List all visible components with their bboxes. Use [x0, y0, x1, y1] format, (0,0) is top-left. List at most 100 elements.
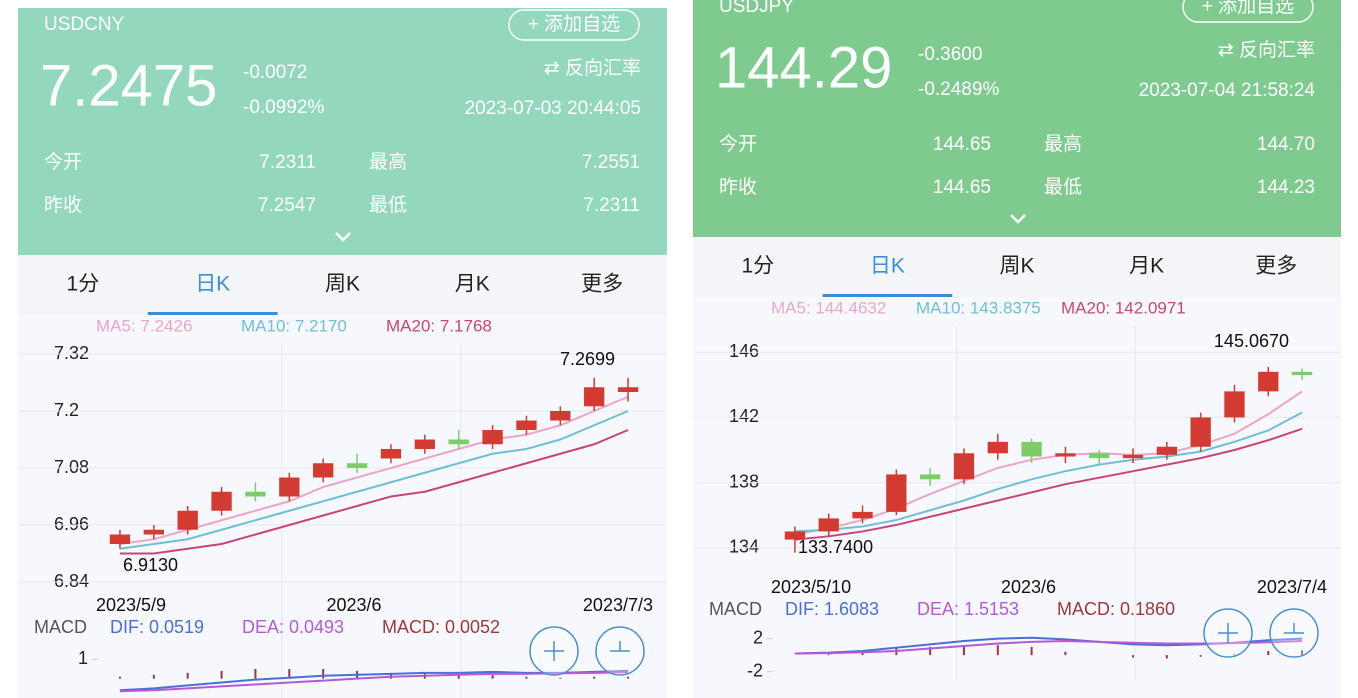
tab[interactable]: 更多	[1255, 255, 1297, 278]
price: 144.29	[715, 35, 892, 100]
candle-body	[380, 449, 402, 459]
y-tick-label: 7.08	[54, 457, 89, 477]
candle-body	[1021, 441, 1042, 457]
tab[interactable]: 月K	[1129, 255, 1164, 278]
candle-body	[953, 453, 975, 480]
stat-value: 7.2311	[259, 152, 316, 173]
candle-body	[109, 534, 131, 544]
tab[interactable]: 周K	[325, 273, 360, 296]
y-tick-label: 146	[729, 341, 759, 361]
panel: USDCNY + 添加自选 7.2475 -0.0072 -0.0992% ⇄ 反向汇率 2…	[18, 8, 667, 698]
zoom-icon[interactable]	[544, 641, 564, 661]
candle-body	[1055, 453, 1076, 457]
x-label: 2023/5/10	[771, 577, 851, 597]
tab-bar	[18, 255, 667, 315]
stat-value: 144.65	[933, 134, 991, 155]
symbol: USDCNY	[44, 14, 125, 35]
macd-legend: DEA: 1.5153	[917, 599, 1019, 619]
ma-line	[119, 410, 629, 550]
macd-legend: DIF: 1.6083	[785, 599, 879, 619]
zoom-icon[interactable]	[610, 641, 630, 652]
macd-tick-label: -2	[747, 660, 763, 680]
stat-value: 144.23	[1257, 177, 1315, 198]
tab-underline	[822, 294, 953, 297]
macd-legend: MACD: 0.1860	[1057, 599, 1175, 619]
stat-label: 最高	[369, 151, 407, 173]
ma-legend: MA5: 7.2426	[96, 316, 192, 335]
candle-body	[818, 518, 839, 532]
candle-body	[448, 439, 469, 445]
candle-body	[346, 463, 368, 468]
x-label: 2023/6	[326, 595, 381, 615]
macd-legend: DEA: 0.0493	[242, 617, 344, 637]
stat-value: 7.2551	[582, 152, 640, 173]
candle-body	[852, 511, 873, 519]
candle-body	[1291, 371, 1313, 376]
ma-line	[119, 429, 629, 555]
tab[interactable]: 1分	[67, 273, 100, 296]
stat-label: 今开	[719, 133, 757, 155]
candle-body	[279, 477, 300, 497]
x-label: 2023/6	[1001, 577, 1056, 597]
timestamp: 2023-07-04 21:58:24	[1139, 80, 1316, 101]
candle-body	[143, 529, 164, 535]
add-button[interactable]: + 添加自选	[528, 13, 620, 35]
macd-tick-label: 2	[753, 627, 763, 647]
candle-body	[550, 411, 571, 421]
candle-body	[1258, 371, 1279, 392]
tab-bar	[693, 237, 1341, 297]
ma-legend: MA5: 144.4632	[771, 298, 886, 317]
y-tick-label: 138	[729, 471, 759, 491]
macd-label: MACD	[709, 599, 762, 619]
stat-value: 7.2547	[258, 195, 316, 216]
price: 7.2475	[40, 53, 217, 118]
candle-body	[584, 387, 605, 407]
expand-chevron[interactable]	[335, 232, 351, 242]
candle-body	[920, 474, 941, 480]
expand-chevron[interactable]	[1010, 214, 1026, 224]
reverse-rate[interactable]: ⇄ 反向汇率	[1218, 39, 1315, 61]
tab[interactable]: 日K	[870, 255, 905, 278]
zoom-icon[interactable]	[1218, 623, 1238, 643]
candle-body	[245, 491, 266, 497]
stat-value: 144.65	[933, 177, 991, 198]
candle-body	[1224, 391, 1245, 418]
tab[interactable]: 更多	[581, 273, 623, 296]
tab[interactable]: 1分	[741, 255, 774, 278]
change: -0.3600	[918, 44, 982, 65]
timestamp: 2023-07-03 20:44:05	[465, 98, 641, 119]
tab[interactable]: 月K	[455, 273, 490, 296]
min-label: 133.7400	[798, 537, 873, 557]
ma-line	[794, 427, 1303, 541]
candle-body	[886, 474, 907, 512]
change-pct: -0.2489%	[918, 79, 999, 100]
zoom-icon[interactable]	[1284, 623, 1304, 634]
candle-body	[784, 531, 806, 540]
tab[interactable]: 周K	[999, 255, 1034, 278]
candle-body	[414, 439, 435, 449]
stat-label: 昨收	[44, 194, 82, 216]
tab-underline	[147, 312, 278, 315]
x-label: 2023/7/4	[1257, 577, 1327, 597]
add-button[interactable]: + 添加自选	[1202, 0, 1294, 17]
add-button-frame[interactable]	[1182, 0, 1314, 23]
header	[18, 8, 667, 255]
macd-label: MACD	[34, 617, 87, 637]
candle-body	[516, 420, 537, 430]
macd-legend: DIF: 0.0519	[110, 617, 204, 637]
candle-body	[1089, 453, 1110, 459]
tab[interactable]: 日K	[195, 273, 230, 296]
add-button-frame[interactable]	[508, 9, 640, 41]
macd-legend: MACD: 0.0052	[382, 617, 500, 637]
reverse-rate[interactable]: ⇄ 反向汇率	[544, 57, 641, 79]
ma-line	[119, 395, 629, 545]
macd-tick-label: 1	[78, 648, 88, 668]
y-tick-label: 6.84	[54, 571, 89, 591]
y-tick-label: 142	[729, 406, 759, 426]
header	[693, 0, 1341, 237]
ma-line	[794, 390, 1303, 536]
macd-line	[794, 640, 1303, 655]
ma-legend: MA10: 143.8375	[916, 298, 1041, 317]
y-tick-label: 6.96	[54, 514, 89, 534]
candle-body	[313, 463, 334, 478]
